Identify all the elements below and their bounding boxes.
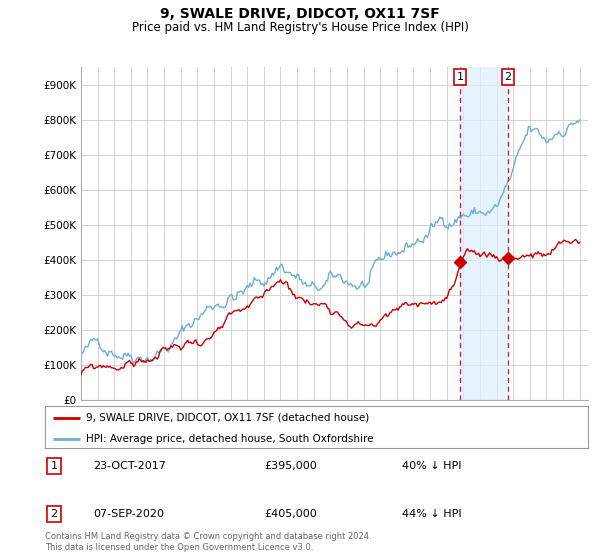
Text: 9, SWALE DRIVE, DIDCOT, OX11 7SF (detached house): 9, SWALE DRIVE, DIDCOT, OX11 7SF (detach… bbox=[86, 413, 369, 423]
Text: 07-SEP-2020: 07-SEP-2020 bbox=[93, 509, 164, 519]
Text: 2: 2 bbox=[505, 72, 511, 82]
Text: 1: 1 bbox=[457, 72, 464, 82]
Text: £395,000: £395,000 bbox=[264, 461, 317, 471]
Text: 44% ↓ HPI: 44% ↓ HPI bbox=[402, 509, 461, 519]
Text: HPI: Average price, detached house, South Oxfordshire: HPI: Average price, detached house, Sout… bbox=[86, 434, 373, 444]
Bar bbox=[460, 67, 508, 400]
Text: 9, SWALE DRIVE, DIDCOT, OX11 7SF: 9, SWALE DRIVE, DIDCOT, OX11 7SF bbox=[160, 7, 440, 21]
Text: Price paid vs. HM Land Registry's House Price Index (HPI): Price paid vs. HM Land Registry's House … bbox=[131, 21, 469, 34]
Text: £405,000: £405,000 bbox=[264, 509, 317, 519]
Text: 2: 2 bbox=[50, 509, 58, 519]
Text: Contains HM Land Registry data © Crown copyright and database right 2024.
This d: Contains HM Land Registry data © Crown c… bbox=[45, 532, 371, 552]
Text: 40% ↓ HPI: 40% ↓ HPI bbox=[402, 461, 461, 471]
Text: 1: 1 bbox=[50, 461, 58, 471]
Text: 23-OCT-2017: 23-OCT-2017 bbox=[93, 461, 166, 471]
